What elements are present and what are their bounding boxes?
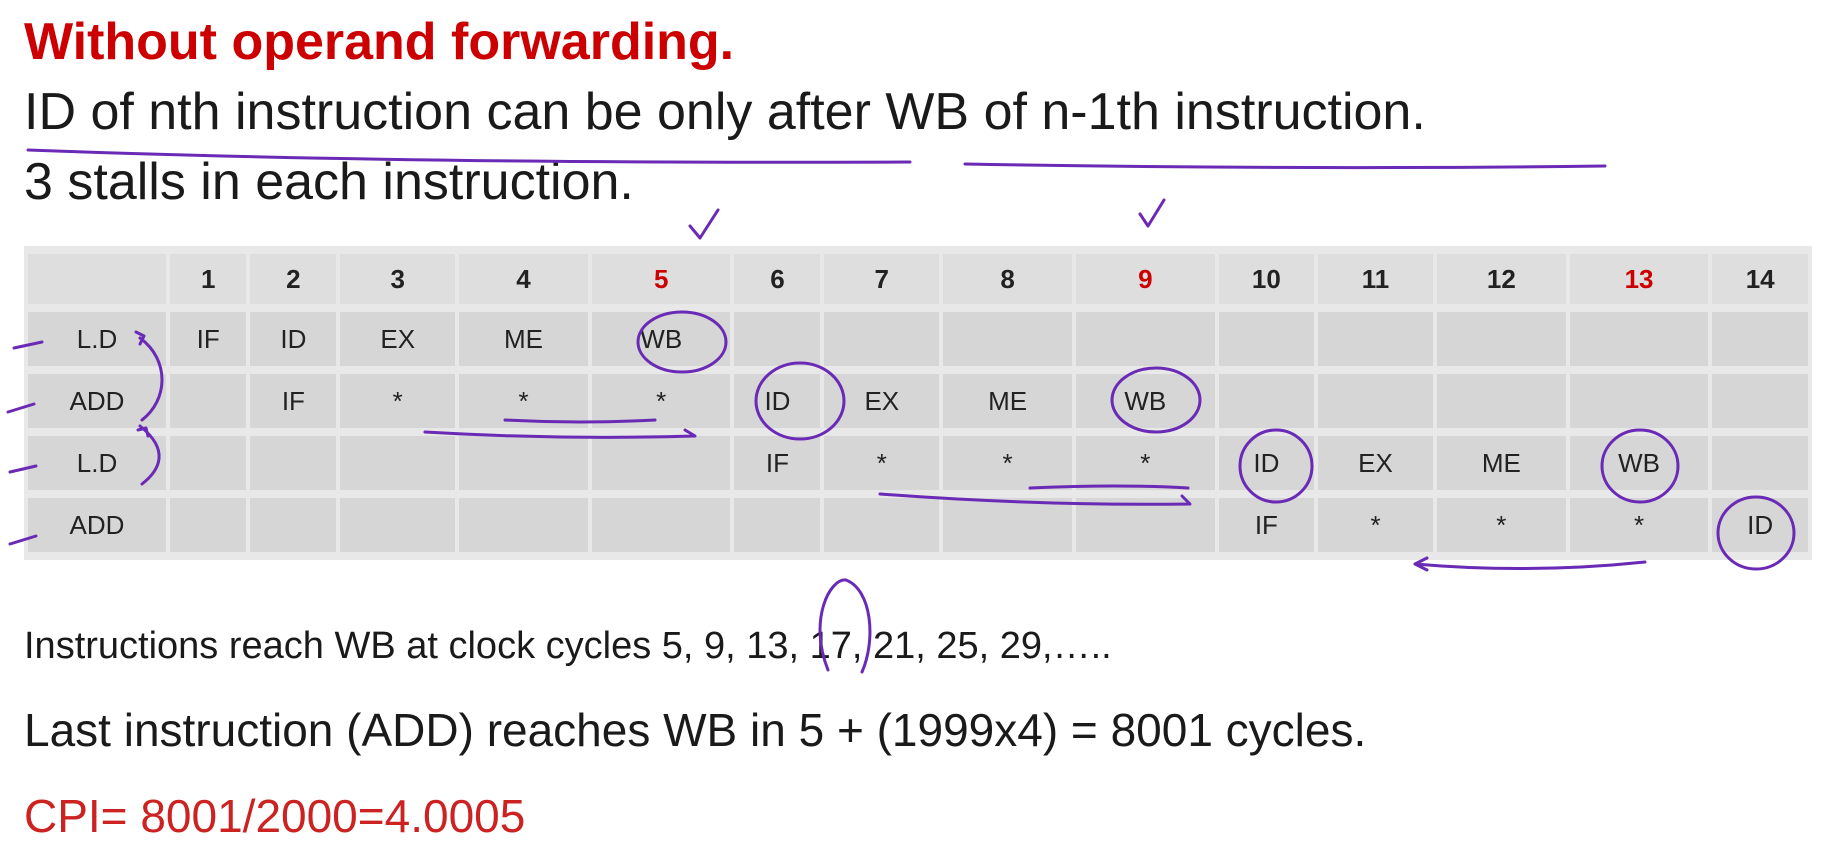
stage-cell <box>1436 374 1566 428</box>
stage-cell: ID <box>1218 436 1315 490</box>
instruction-label: ADD <box>28 374 166 428</box>
header-corner <box>28 254 166 304</box>
last-instruction-text: Last instruction (ADD) reaches WB in 5 +… <box>24 704 1367 756</box>
stage-cell <box>250 498 337 552</box>
stage-cell <box>943 498 1073 552</box>
cycle-number: 10 <box>1218 254 1315 304</box>
stage-cell <box>170 436 247 490</box>
stage-cell <box>1712 374 1808 428</box>
stage-cell: ID <box>250 312 337 366</box>
check-mark-icon <box>1138 198 1166 228</box>
stage-cell: * <box>824 436 940 490</box>
wb-cycles-text: Instructions reach WB at clock cycles 5,… <box>24 625 1112 667</box>
stage-cell <box>340 498 456 552</box>
stage-cell: * <box>1436 498 1566 552</box>
stage-cell: IF <box>250 374 337 428</box>
cycle-number: 13 <box>1569 254 1709 304</box>
cycle-number: 2 <box>250 254 337 304</box>
instruction-row: L.D IF ID EX ME WB <box>28 312 1808 366</box>
cycle-number: 12 <box>1436 254 1566 304</box>
stage-cell <box>1569 374 1709 428</box>
rule-text: ID of nth instruction can be only after … <box>24 83 1426 141</box>
cycle-number: 7 <box>824 254 940 304</box>
stage-cell: IF <box>734 436 821 490</box>
stage-cell <box>1569 312 1709 366</box>
stage-cell: ID <box>734 374 821 428</box>
stage-cell <box>459 436 588 490</box>
stalls-text: 3 stalls in each instruction. <box>24 153 634 211</box>
stage-cell: ID <box>1712 498 1808 552</box>
cycle-number: 8 <box>943 254 1073 304</box>
stage-cell <box>824 498 940 552</box>
cycle-number: 11 <box>1318 254 1433 304</box>
stage-cell <box>824 312 940 366</box>
instruction-row: ADD IF * * * ID EX ME WB <box>28 374 1808 428</box>
stage-cell: ME <box>1436 436 1566 490</box>
stage-cell <box>1712 436 1808 490</box>
stage-cell: IF <box>170 312 247 366</box>
underline-stroke <box>963 162 1607 170</box>
stage-cell <box>250 436 337 490</box>
instruction-row: ADD IF * * * ID <box>28 498 1808 552</box>
stage-cell: ME <box>943 374 1073 428</box>
stage-cell <box>340 436 456 490</box>
cycle-number: 6 <box>734 254 821 304</box>
stage-cell: * <box>943 436 1073 490</box>
stage-cell <box>1436 312 1566 366</box>
cycle-number: 14 <box>1712 254 1808 304</box>
pipeline-table: 1 2 3 4 5 6 7 8 9 10 11 12 13 14 L.D IF … <box>24 246 1812 560</box>
instruction-row: L.D IF * * * ID EX ME WB <box>28 436 1808 490</box>
stage-cell: EX <box>824 374 940 428</box>
stage-cell: WB <box>1569 436 1709 490</box>
cycle-number: 5 <box>591 254 731 304</box>
stage-cell: WB <box>1076 374 1215 428</box>
slide-heading: Without operand forwarding. <box>24 13 735 71</box>
stage-cell: * <box>1569 498 1709 552</box>
stage-cell <box>1218 312 1315 366</box>
stage-cell: EX <box>340 312 456 366</box>
stage-cell <box>170 498 247 552</box>
cycle-number: 4 <box>459 254 588 304</box>
stage-cell: IF <box>1218 498 1315 552</box>
stage-cell: EX <box>1318 436 1433 490</box>
stage-cell: * <box>459 374 588 428</box>
stage-cell: * <box>1318 498 1433 552</box>
stage-cell <box>1712 312 1808 366</box>
stage-cell <box>459 498 588 552</box>
stage-cell <box>591 436 731 490</box>
cycle-number: 9 <box>1076 254 1215 304</box>
stage-cell: ME <box>459 312 588 366</box>
stage-cell: * <box>1076 436 1215 490</box>
stage-cell <box>1076 498 1215 552</box>
stage-cell: * <box>340 374 456 428</box>
stage-cell <box>1318 374 1433 428</box>
stage-cell <box>1218 374 1315 428</box>
stage-cell <box>734 498 821 552</box>
check-mark-icon <box>688 208 720 240</box>
stage-cell: WB <box>591 312 731 366</box>
stage-cell: * <box>591 374 731 428</box>
instruction-label: ADD <box>28 498 166 552</box>
stage-cell <box>943 312 1073 366</box>
stage-cell <box>734 312 821 366</box>
instruction-label: L.D <box>28 312 166 366</box>
stage-cell <box>170 374 247 428</box>
cpi-text: CPI= 8001/2000=4.0005 <box>24 790 526 842</box>
cycle-number: 3 <box>340 254 456 304</box>
stage-cell <box>1076 312 1215 366</box>
cycle-number: 1 <box>170 254 247 304</box>
instruction-label: L.D <box>28 436 166 490</box>
stage-cell <box>591 498 731 552</box>
cycle-header-row: 1 2 3 4 5 6 7 8 9 10 11 12 13 14 <box>28 254 1808 304</box>
stage-cell <box>1318 312 1433 366</box>
